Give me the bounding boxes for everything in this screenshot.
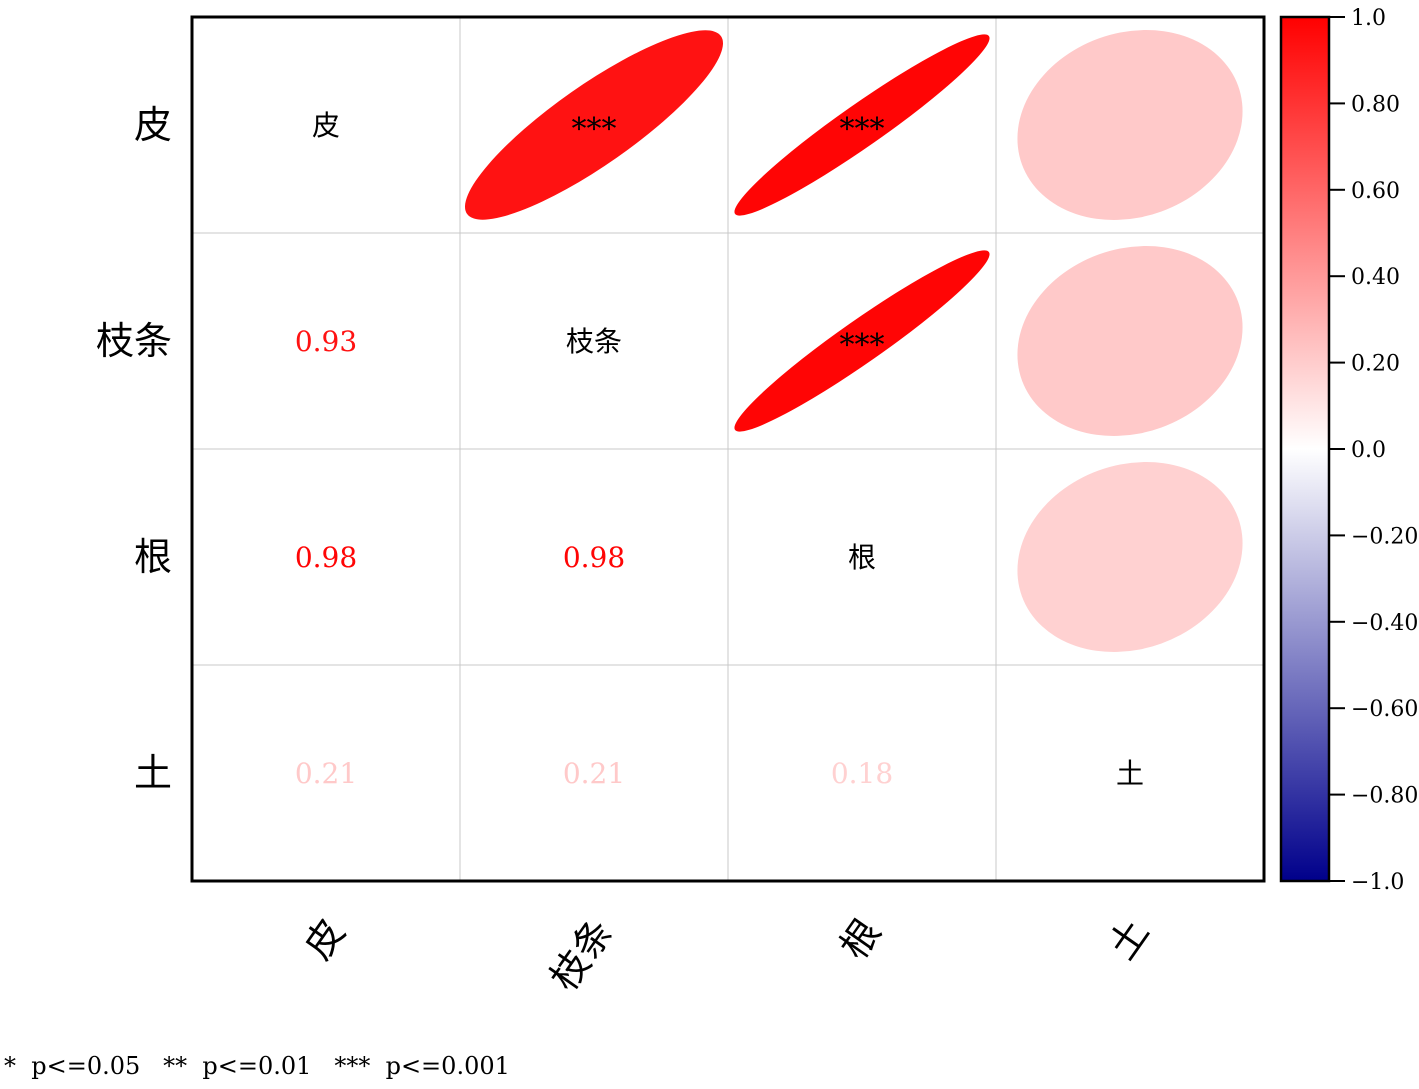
plot-frame	[190, 15, 1266, 883]
significance-marker: ***	[572, 112, 617, 147]
colorbar-tick-label: 0.60	[1351, 179, 1400, 204]
correlation-value: 0.21	[295, 757, 357, 790]
diagonal-label: 枝条	[566, 325, 622, 358]
colorbar-tick-label: −1.0	[1351, 870, 1404, 895]
colorbar-tick-label: 0.20	[1351, 352, 1400, 377]
colorbar-tick-label: −0.60	[1351, 697, 1418, 722]
column-label: 土	[1100, 911, 1158, 967]
column-label: 枝条	[542, 911, 622, 999]
diagonal-label: 皮	[312, 109, 340, 142]
colorbar-tick-label: −0.80	[1351, 784, 1418, 809]
correlation-ellipse	[734, 250, 990, 432]
colorbar: 1.0 0.80 0.60 0.40 0.20 0.0 −0.20 −0.40 −0.60 −0.…	[1279, 6, 1418, 895]
colorbar-gradient	[1279, 15, 1331, 883]
significance-marker: ***	[840, 112, 885, 147]
grid-layer	[190, 15, 1266, 883]
correlation-value: 0.98	[563, 541, 625, 574]
colorbar-tick-label: 0.40	[1351, 265, 1400, 290]
correlation-ellipse	[1017, 462, 1243, 652]
glyph-layer: 皮 *** *** 0.93 枝条 *** 0.98 0.98 根 0.21 0.21 0.18 土	[295, 30, 1243, 790]
row-label: 土	[134, 751, 172, 795]
significance-legend: * p<=0.05 ** p<=0.01 *** p<=0.001	[4, 1052, 510, 1080]
significance-marker: ***	[840, 328, 885, 363]
correlation-value: 0.21	[563, 757, 625, 790]
row-label: 枝条	[96, 319, 172, 363]
correlation-ellipse	[1017, 30, 1243, 220]
correlation-ellipse	[1017, 246, 1243, 436]
correlation-value: 0.93	[295, 325, 357, 358]
colorbar-tick-label: −0.20	[1351, 524, 1418, 549]
correlation-ellipse	[464, 30, 724, 220]
diagonal-label: 土	[1116, 757, 1144, 790]
colorbar-tick-label: 1.0	[1351, 6, 1386, 31]
diagonal-label: 根	[848, 541, 876, 574]
colorbar-tick-label: 0.80	[1351, 92, 1400, 117]
column-label: 皮	[296, 911, 354, 967]
column-label: 根	[832, 911, 890, 967]
correlation-value: 0.18	[831, 757, 893, 790]
correlation-value: 0.98	[295, 541, 357, 574]
row-label: 皮	[134, 103, 172, 147]
correlation-ellipse	[734, 34, 990, 216]
colorbar-tick-label: −0.40	[1351, 611, 1418, 636]
colorbar-tick-label: 0.0	[1351, 438, 1386, 463]
row-label: 根	[134, 535, 172, 579]
